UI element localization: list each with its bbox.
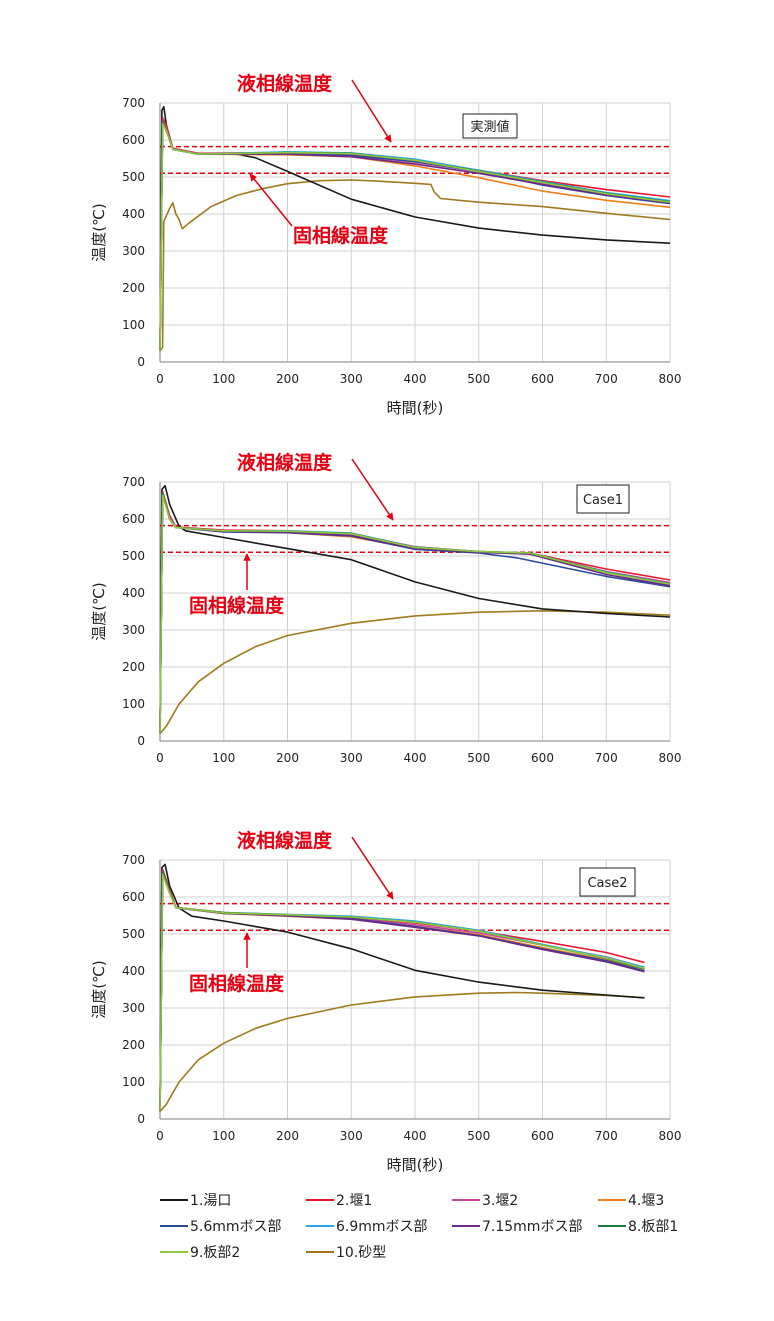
y-tick-label: 400: [122, 964, 145, 978]
legend-label: 9.板部2: [190, 1245, 240, 1261]
y-tick-label: 100: [122, 697, 145, 711]
x-tick-label: 300: [340, 1129, 363, 1143]
y-tick-label: 100: [122, 318, 145, 332]
legend-label: 3.堰2: [482, 1193, 518, 1209]
liquidus-label: 液相線温度: [237, 829, 333, 852]
y-tick-label: 500: [122, 170, 145, 184]
x-tick-label: 400: [404, 372, 427, 386]
y-tick-label: 500: [122, 549, 145, 563]
y-tick-label: 700: [122, 96, 145, 110]
x-tick-label: 200: [276, 372, 299, 386]
y-tick-label: 0: [137, 355, 145, 369]
legend: 1.湯口 2.堰1 3.堰2 4.堰3 5.6mmボス部 6.9mmボス部 7.15mmボス…: [160, 1192, 678, 1261]
series-line-s9: [159, 873, 645, 1112]
liquidus-arrow: [351, 836, 394, 900]
x-tick-label: 700: [595, 372, 618, 386]
x-tick-label: 800: [659, 751, 682, 765]
series-line-s10: [159, 610, 671, 735]
x-tick-label: 100: [212, 372, 235, 386]
series-line-s1: [159, 484, 671, 734]
series-line-s1: [159, 105, 671, 351]
y-tick-label: 200: [122, 281, 145, 295]
y-tick-label: 400: [122, 586, 145, 600]
y-tick-label: 300: [122, 1001, 145, 1015]
solidus-label: 固相線温度: [189, 594, 285, 617]
legend-label: 8.板部1: [628, 1219, 678, 1235]
x-tick-label: 600: [531, 1129, 554, 1143]
solidus-label: 固相線温度: [293, 224, 389, 247]
y-tick-label: 600: [122, 512, 145, 526]
legend-label: 2.堰1: [336, 1193, 372, 1209]
x-tick-label: 800: [659, 372, 682, 386]
y-tick-label: 200: [122, 1038, 145, 1052]
y-tick-label: 400: [122, 207, 145, 221]
panel-label-box: [579, 867, 636, 897]
y-axis-label: 温度(℃): [90, 960, 108, 1019]
legend-label: 4.堰3: [628, 1193, 664, 1209]
y-axis-label: 温度(℃): [90, 203, 108, 262]
x-tick-label: 500: [467, 1129, 490, 1143]
series-line-s9: [159, 494, 671, 734]
panel-label: 実測値: [470, 119, 509, 135]
y-tick-label: 300: [122, 623, 145, 637]
series-line-s1: [159, 863, 645, 1112]
x-tick-label: 300: [340, 751, 363, 765]
liquidus-label: 液相線温度: [237, 451, 333, 474]
y-tick-label: 100: [122, 1075, 145, 1089]
x-tick-label: 500: [467, 751, 490, 765]
x-tick-label: 700: [595, 751, 618, 765]
x-axis-label: 時間(秒): [387, 399, 444, 417]
y-tick-label: 300: [122, 244, 145, 258]
annotations-case1: 液相線温度 固相線温度: [189, 451, 394, 617]
x-tick-label: 0: [156, 372, 164, 386]
solidus-label: 固相線温度: [189, 972, 285, 995]
legend-label: 6.9mmボス部: [336, 1219, 428, 1235]
x-tick-label: 300: [340, 372, 363, 386]
x-tick-label: 0: [156, 751, 164, 765]
x-tick-label: 200: [276, 751, 299, 765]
y-axis-label: 温度(℃): [90, 582, 108, 641]
liquidus-arrow: [351, 458, 394, 521]
liquidus-arrow: [351, 79, 392, 143]
y-tick-label: 700: [122, 475, 145, 489]
x-tick-label: 200: [276, 1129, 299, 1143]
x-axis-label: 時間(秒): [387, 1156, 444, 1174]
panel-label: Case1: [583, 493, 623, 508]
panel-label-box: [576, 484, 630, 514]
x-tick-label: 600: [531, 372, 554, 386]
x-tick-label: 100: [212, 1129, 235, 1143]
chart-panel-measured: 0 100 200 300 400 500 600 700 0 100 200 300 400 500 60…: [90, 96, 681, 417]
annotations-case2: 液相線温度 固相線温度: [189, 829, 394, 995]
x-tick-label: 400: [404, 1129, 427, 1143]
y-tick-label: 500: [122, 927, 145, 941]
legend-label: 10.砂型: [336, 1245, 386, 1261]
liquidus-label: 液相線温度: [237, 72, 333, 95]
legend-label: 1.湯口: [190, 1192, 231, 1209]
annotations-measured: 液相線温度 固相線温度: [237, 72, 392, 247]
x-tick-label: 0: [156, 1129, 164, 1143]
y-tick-label: 700: [122, 853, 145, 867]
y-tick-label: 600: [122, 890, 145, 904]
x-tick-label: 700: [595, 1129, 618, 1143]
chart-panel-case1: 0 100 200 300 400 500 600 700 0 100 200 300 400 500 60…: [90, 475, 681, 765]
y-tick-label: 0: [137, 734, 145, 748]
legend-label: 5.6mmボス部: [190, 1219, 282, 1235]
x-tick-label: 100: [212, 751, 235, 765]
x-tick-label: 500: [467, 372, 490, 386]
x-tick-label: 800: [659, 1129, 682, 1143]
y-tick-label: 200: [122, 660, 145, 674]
panel-label: Case2: [587, 876, 627, 891]
legend-label: 7.15mmボス部: [482, 1219, 582, 1235]
y-tick-label: 0: [137, 1112, 145, 1126]
panel-label-box: [462, 113, 518, 139]
series-line-s10: [159, 991, 645, 1113]
chart-panel-case2: 0 100 200 300 400 500 600 700 0 100 200 300 400 500 60…: [90, 853, 681, 1174]
y-tick-label: 600: [122, 133, 145, 147]
solidus-arrow: [249, 173, 293, 227]
x-tick-label: 600: [531, 751, 554, 765]
series-line-s9: [159, 122, 671, 351]
x-tick-label: 400: [404, 751, 427, 765]
